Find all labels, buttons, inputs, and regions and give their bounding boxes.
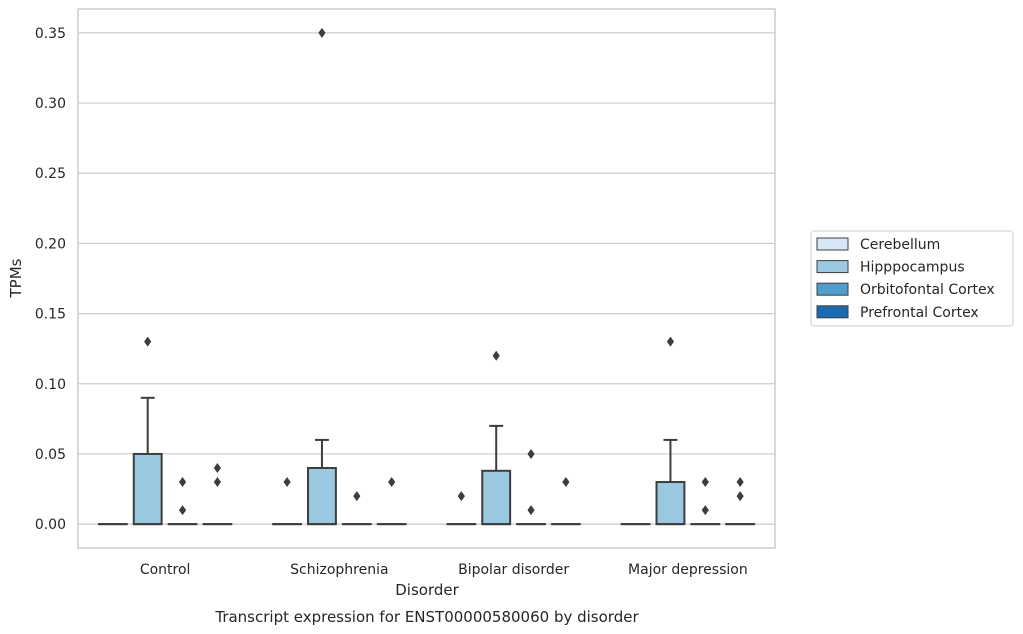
box-schizophrenia-hipppocampus xyxy=(307,438,337,526)
y-tick-label: 0.35 xyxy=(35,26,66,42)
legend-label: Hipppocampus xyxy=(860,260,965,276)
axes: 0.00 0.05 0.10 0.15 0.20 0.25 0.30 0.35 Control S… xyxy=(35,26,748,578)
legend-label: Cerebellum xyxy=(860,237,940,253)
outlier-point xyxy=(213,477,221,488)
outlier-point xyxy=(736,477,744,488)
y-tick-label: 0.00 xyxy=(35,517,66,533)
outlier-point xyxy=(527,448,535,459)
box-control-hipppocampus xyxy=(132,396,163,526)
box-body xyxy=(481,469,512,526)
legend-swatch xyxy=(816,305,849,319)
box-major-depression-hipppocampus xyxy=(655,438,686,526)
x-tick-label-schizophrenia: Schizophrenia xyxy=(290,562,388,578)
legend-swatch xyxy=(816,237,849,251)
x-tick-label-bipolar-disorder: Bipolar disorder xyxy=(458,562,569,578)
outlier-point xyxy=(701,505,709,516)
outlier-point xyxy=(388,477,396,488)
box-body xyxy=(307,466,337,526)
outlier-point xyxy=(178,477,187,488)
outlier-point xyxy=(701,477,709,488)
outlier-point xyxy=(144,336,152,347)
grid-lines xyxy=(78,32,775,525)
outlier-point xyxy=(213,462,221,473)
outlier-point xyxy=(666,336,675,347)
legend-item-orbitofontal-cortex: Orbitofontal Cortex xyxy=(816,282,995,298)
outlier-point xyxy=(736,491,744,502)
outlier-point xyxy=(527,505,535,516)
legend-swatch xyxy=(816,260,849,274)
outlier-point xyxy=(283,477,291,488)
x-tick-label-major-depression: Major depression xyxy=(628,562,748,578)
y-tick-label: 0.30 xyxy=(35,96,66,112)
legend-frame xyxy=(810,230,1014,327)
outlier-point xyxy=(457,491,465,502)
outlier-point xyxy=(562,477,570,488)
outlier-point xyxy=(353,491,361,502)
y-axis-label: TPMs xyxy=(7,258,25,298)
plot-area-frame xyxy=(77,8,776,549)
x-axis-label: Disorder xyxy=(395,581,459,599)
outlier-point xyxy=(178,505,187,516)
outlier-point xyxy=(492,350,500,361)
legend-item-hipppocampus: Hipppocampus xyxy=(816,260,965,276)
y-tick-label: 0.15 xyxy=(35,307,66,323)
legend-label: Prefrontal Cortex xyxy=(860,305,979,321)
legend-label: Orbitofontal Cortex xyxy=(860,282,995,298)
y-tick-label: 0.10 xyxy=(35,377,66,393)
box-plot-marks xyxy=(97,27,756,526)
legend-item-cerebellum: Cerebellum xyxy=(816,237,940,253)
y-tick-label: 0.25 xyxy=(35,166,66,182)
outlier-point xyxy=(318,27,326,38)
box-bipolar-disorder-hipppocampus xyxy=(481,424,512,526)
chart-caption: Transcript expression for ENST0000058006… xyxy=(214,608,639,626)
legend-swatch xyxy=(816,282,849,296)
y-tick-label: 0.20 xyxy=(35,236,66,252)
box-body xyxy=(132,452,163,526)
legend-item-prefrontal-cortex: Prefrontal Cortex xyxy=(816,305,979,321)
legend: Cerebellum Hipppocampus Orbitofontal Corte… xyxy=(810,230,1014,327)
x-tick-label-control: Control xyxy=(140,562,191,578)
y-tick-label: 0.05 xyxy=(35,447,66,463)
box-body xyxy=(655,481,686,526)
